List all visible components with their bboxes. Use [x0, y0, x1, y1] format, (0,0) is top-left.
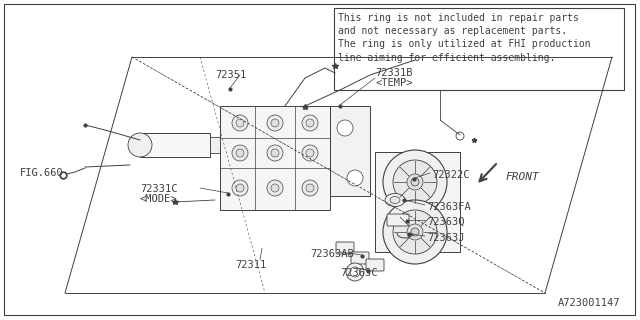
Circle shape — [267, 115, 283, 131]
Circle shape — [236, 149, 244, 157]
Circle shape — [337, 120, 353, 136]
Circle shape — [267, 180, 283, 196]
Text: FRONT: FRONT — [505, 172, 539, 182]
Circle shape — [393, 210, 437, 254]
Text: 72331B: 72331B — [375, 68, 413, 78]
Circle shape — [232, 180, 248, 196]
Circle shape — [271, 149, 279, 157]
Text: FIG.660: FIG.660 — [20, 168, 64, 178]
FancyBboxPatch shape — [336, 242, 354, 254]
Bar — [220, 106, 330, 210]
Text: 72322C: 72322C — [432, 170, 470, 180]
FancyBboxPatch shape — [387, 214, 409, 226]
Circle shape — [383, 200, 447, 264]
Circle shape — [128, 133, 152, 157]
Circle shape — [306, 119, 314, 127]
Bar — [375, 152, 460, 252]
Circle shape — [383, 150, 447, 214]
Ellipse shape — [390, 196, 400, 204]
Circle shape — [456, 132, 464, 140]
Text: <MODE>: <MODE> — [140, 194, 177, 204]
Circle shape — [411, 178, 419, 186]
Bar — [210, 137, 228, 153]
Circle shape — [306, 149, 314, 157]
Circle shape — [407, 174, 423, 190]
Ellipse shape — [385, 194, 405, 206]
Circle shape — [302, 115, 318, 131]
Circle shape — [267, 145, 283, 161]
Circle shape — [393, 160, 437, 204]
Circle shape — [236, 119, 244, 127]
Text: 72331C: 72331C — [140, 184, 177, 194]
Circle shape — [232, 145, 248, 161]
Circle shape — [306, 184, 314, 192]
Text: 72311: 72311 — [235, 260, 266, 270]
Circle shape — [350, 267, 360, 277]
Text: 72363AB: 72363AB — [310, 249, 354, 259]
Circle shape — [407, 224, 423, 240]
Text: 72363J: 72363J — [427, 233, 465, 243]
Circle shape — [236, 184, 244, 192]
FancyBboxPatch shape — [366, 259, 384, 271]
Text: 72363FA: 72363FA — [427, 202, 471, 212]
Circle shape — [232, 115, 248, 131]
Circle shape — [347, 170, 363, 186]
Circle shape — [302, 145, 318, 161]
Text: This ring is not included in repair parts
and not necessary as replacement parts: This ring is not included in repair part… — [338, 13, 591, 63]
Bar — [334, 8, 624, 90]
Text: <TEMP>: <TEMP> — [375, 78, 413, 88]
Circle shape — [411, 228, 419, 236]
Circle shape — [346, 263, 364, 281]
FancyBboxPatch shape — [351, 252, 369, 264]
Text: 72363C: 72363C — [340, 268, 378, 278]
Text: 72363Q: 72363Q — [427, 217, 465, 227]
Bar — [140, 133, 210, 157]
Circle shape — [302, 180, 318, 196]
Circle shape — [271, 184, 279, 192]
Text: 72351: 72351 — [215, 70, 246, 80]
Bar — [330, 106, 370, 196]
Text: A723001147: A723001147 — [557, 298, 620, 308]
Circle shape — [271, 119, 279, 127]
